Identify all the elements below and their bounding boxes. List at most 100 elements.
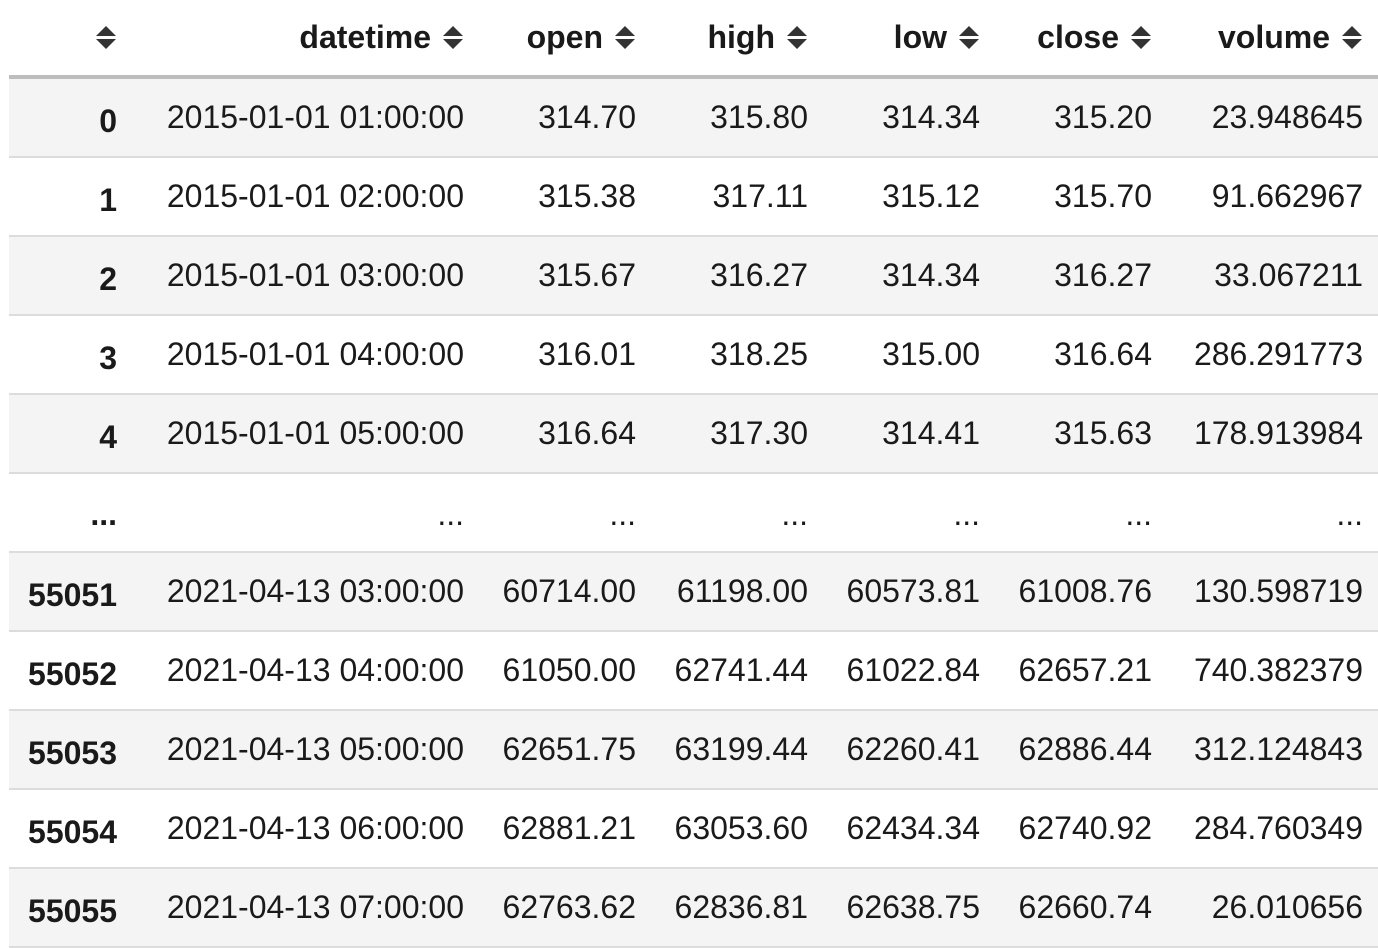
row-index: 55055	[28, 893, 117, 929]
cell-high: 62836.81	[674, 889, 808, 925]
table-row: 55055 2021-04-13 07:00:00 62763.62 62836…	[9, 869, 1378, 948]
table-header-row: datetime open high low close volume	[9, 0, 1378, 79]
cell-low: 314.34	[882, 99, 980, 135]
cell-volume: 312.124843	[1193, 731, 1363, 767]
cell-datetime: 2015-01-01 05:00:00	[166, 415, 464, 451]
column-header-label: volume	[1217, 19, 1330, 55]
cell-datetime: 2015-01-01 02:00:00	[166, 178, 464, 214]
cell-volume: 286.291773	[1193, 336, 1363, 372]
column-header-low[interactable]: low	[823, 0, 995, 75]
sort-toggle-icon[interactable]	[959, 26, 979, 49]
row-index: 55052	[28, 656, 117, 692]
sort-toggle-icon[interactable]	[787, 26, 807, 49]
cell-close: 316.27	[1054, 257, 1152, 293]
cell-close: 62740.92	[1018, 810, 1152, 846]
cell-low: 62260.41	[846, 731, 980, 767]
cell-open: 62881.21	[502, 810, 636, 846]
row-index: 55053	[28, 735, 117, 771]
table-row: 1 2015-01-01 02:00:00 315.38 317.11 315.…	[9, 158, 1378, 237]
cell-open: 61050.00	[502, 652, 636, 688]
cell-open: 316.01	[538, 336, 636, 372]
table-row: 3 2015-01-01 04:00:00 316.01 318.25 315.…	[9, 316, 1378, 395]
cell-volume: 284.760349	[1193, 810, 1363, 846]
column-header-label: low	[893, 19, 947, 55]
cell-volume: 178.913984	[1193, 415, 1363, 451]
cell-low: 62434.34	[846, 810, 980, 846]
cell-close: ...	[1125, 496, 1152, 532]
cell-high: 62741.44	[674, 652, 808, 688]
row-index: ...	[90, 496, 117, 532]
cell-open: 62763.62	[502, 889, 636, 925]
column-header-close[interactable]: close	[995, 0, 1167, 75]
cell-open: 314.70	[538, 99, 636, 135]
cell-low: 315.12	[882, 178, 980, 214]
row-index: 4	[99, 419, 117, 455]
cell-close: 316.64	[1054, 336, 1152, 372]
cell-volume: ...	[1336, 496, 1363, 532]
dataframe-table: datetime open high low close volume 0 20…	[9, 0, 1378, 948]
table-row: 55053 2021-04-13 05:00:00 62651.75 63199…	[9, 711, 1378, 790]
cell-volume: 23.948645	[1211, 99, 1363, 135]
cell-volume: 91.662967	[1211, 178, 1363, 214]
column-header-label: datetime	[299, 19, 431, 55]
sort-toggle-icon[interactable]	[96, 26, 116, 49]
cell-low: 62638.75	[846, 889, 980, 925]
cell-low: 315.00	[882, 336, 980, 372]
table-row: 55051 2021-04-13 03:00:00 60714.00 61198…	[9, 553, 1378, 632]
column-header-datetime[interactable]: datetime	[132, 0, 479, 75]
column-header-index[interactable]	[9, 0, 132, 75]
cell-low: 61022.84	[846, 652, 980, 688]
sort-toggle-icon[interactable]	[615, 26, 635, 49]
cell-volume: 740.382379	[1193, 652, 1363, 688]
table-row: 55052 2021-04-13 04:00:00 61050.00 62741…	[9, 632, 1378, 711]
column-header-label: open	[526, 19, 603, 55]
cell-datetime: ...	[437, 496, 464, 532]
cell-close: 62886.44	[1018, 731, 1152, 767]
sort-toggle-icon[interactable]	[443, 26, 463, 49]
table-row: 4 2015-01-01 05:00:00 316.64 317.30 314.…	[9, 395, 1378, 474]
column-header-open[interactable]: open	[479, 0, 651, 75]
row-index: 3	[99, 340, 117, 376]
cell-high: 315.80	[710, 99, 808, 135]
cell-open: 316.64	[538, 415, 636, 451]
cell-close: 315.20	[1054, 99, 1152, 135]
cell-volume: 130.598719	[1193, 573, 1363, 609]
cell-open: 62651.75	[502, 731, 636, 767]
cell-open: 60714.00	[502, 573, 636, 609]
row-index: 55051	[28, 577, 117, 613]
cell-high: 317.11	[712, 178, 809, 214]
cell-datetime: 2021-04-13 04:00:00	[166, 652, 464, 688]
cell-low: ...	[953, 496, 980, 532]
cell-datetime: 2015-01-01 03:00:00	[166, 257, 464, 293]
cell-close: 315.63	[1054, 415, 1152, 451]
table-row: 55054 2021-04-13 06:00:00 62881.21 63053…	[9, 790, 1378, 869]
table-row-ellipsis: ... ... ... ... ... ... ...	[9, 474, 1378, 553]
cell-datetime: 2021-04-13 03:00:00	[166, 573, 464, 609]
cell-volume: 26.010656	[1211, 889, 1363, 925]
cell-volume: 33.067211	[1214, 257, 1363, 293]
sort-toggle-icon[interactable]	[1131, 26, 1151, 49]
cell-high: 61198.00	[676, 573, 808, 609]
cell-high: 317.30	[710, 415, 808, 451]
row-index: 0	[99, 103, 117, 139]
cell-datetime: 2021-04-13 06:00:00	[166, 810, 464, 846]
cell-open: ...	[609, 496, 636, 532]
cell-close: 62660.74	[1018, 889, 1152, 925]
cell-datetime: 2021-04-13 05:00:00	[166, 731, 464, 767]
table-row: 0 2015-01-01 01:00:00 314.70 315.80 314.…	[9, 79, 1378, 158]
cell-low: 314.41	[882, 415, 980, 451]
cell-high: 63053.60	[674, 810, 808, 846]
sort-toggle-icon[interactable]	[1342, 26, 1362, 49]
cell-datetime: 2015-01-01 04:00:00	[166, 336, 464, 372]
cell-close: 62657.21	[1018, 652, 1152, 688]
cell-high: 318.25	[710, 336, 808, 372]
cell-high: ...	[781, 496, 808, 532]
column-header-volume[interactable]: volume	[1167, 0, 1378, 75]
column-header-high[interactable]: high	[651, 0, 823, 75]
cell-low: 60573.81	[846, 573, 980, 609]
cell-datetime: 2021-04-13 07:00:00	[166, 889, 464, 925]
cell-low: 314.34	[882, 257, 980, 293]
cell-open: 315.67	[538, 257, 636, 293]
row-index: 55054	[28, 814, 117, 850]
cell-high: 316.27	[710, 257, 808, 293]
